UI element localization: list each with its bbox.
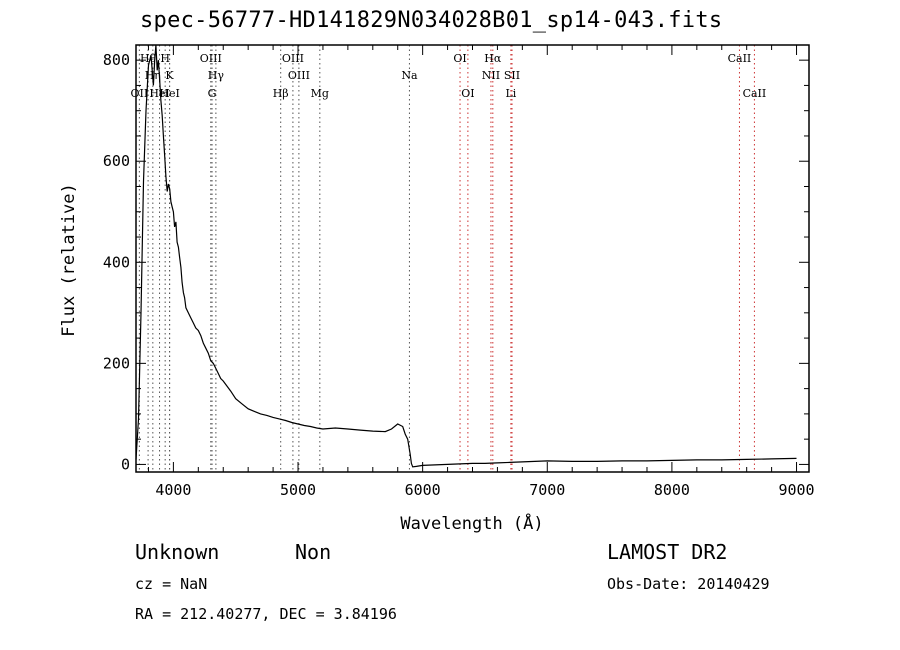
y-tick-label: 200	[103, 354, 130, 372]
x-tick-label: 4000	[155, 481, 191, 499]
x-tick-label: 7000	[529, 481, 565, 499]
line-label-5: K	[165, 69, 174, 82]
ra-dec: RA = 212.40277, DEC = 3.84196	[135, 605, 397, 623]
y-tick-label: 800	[103, 51, 130, 69]
line-label-8: Hγ	[208, 69, 225, 82]
line-label-7: OIII	[200, 52, 222, 65]
line-label-17: Hα	[484, 52, 502, 65]
line-label-14: Na	[401, 69, 418, 82]
line-label-0: OII	[131, 87, 149, 100]
x-tick-label: 5000	[280, 481, 316, 499]
y-axis-label: Flux (relative)	[59, 183, 79, 337]
line-label-20: Li	[505, 87, 516, 100]
x-tick-label: 9000	[778, 481, 814, 499]
x-tick-label: 6000	[405, 481, 441, 499]
spectrum-line	[135, 44, 797, 468]
line-label-10: Hβ	[273, 87, 289, 100]
line-label-6: HeI	[159, 87, 179, 100]
object-type: Unknown	[135, 540, 220, 564]
y-tick-label: 600	[103, 152, 130, 170]
x-tick-label: 8000	[654, 481, 690, 499]
line-markers	[138, 45, 755, 472]
axis-ticks: 4000 5000 6000 7000 8000 9000 0 200 400 600 800	[103, 45, 815, 499]
y-tick-label: 400	[103, 253, 130, 271]
chart-title: spec-56777-HD141829N034028B01_sp14-043.f…	[140, 8, 723, 33]
line-label-11: OIII	[282, 52, 304, 65]
x-axis-label: Wavelength (Å)	[400, 512, 543, 534]
plot-frame	[135, 44, 810, 473]
line-label-19: SII	[504, 69, 520, 82]
y-tick-label: 0	[121, 455, 130, 473]
redshift-cz: cz = NaN	[135, 575, 208, 593]
line-label-3: HeI	[149, 87, 169, 100]
line-label-16: OI	[461, 87, 474, 100]
line-label-9: G	[208, 87, 217, 100]
line-label-13: Mg	[311, 87, 329, 100]
line-label-15: OI	[453, 52, 466, 65]
survey-name: LAMOST DR2	[607, 540, 728, 564]
line-label-21: CaII	[728, 52, 752, 65]
object-class: Non	[295, 540, 332, 564]
line-label-12: OIII	[288, 69, 310, 82]
line-label-18: NII	[482, 69, 500, 82]
line-label-22: CaII	[743, 87, 767, 100]
obs-date: Obs-Date: 20140429	[607, 575, 770, 593]
line-label-1: Hθ	[140, 52, 157, 65]
line-label-4: H	[160, 52, 170, 65]
